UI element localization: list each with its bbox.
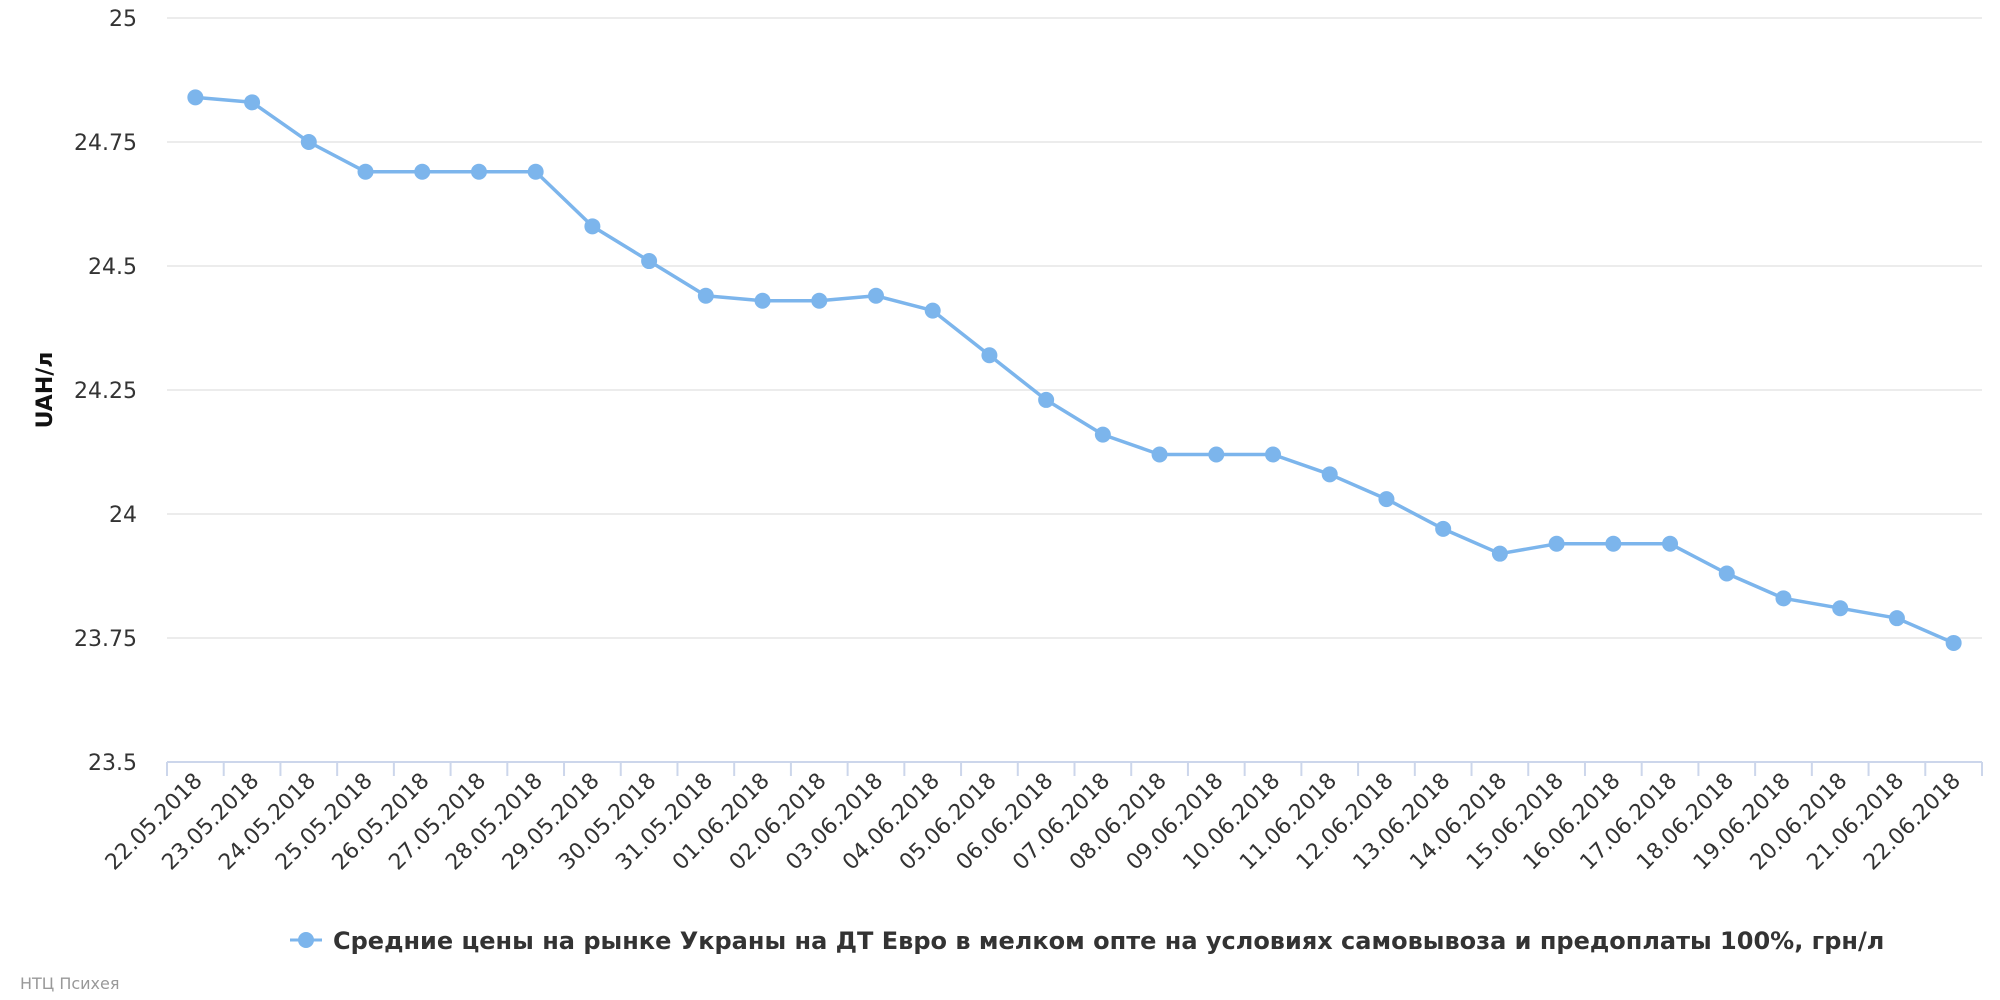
y-tick-label: 23.75 — [74, 627, 137, 652]
data-point[interactable] — [924, 302, 941, 319]
data-point[interactable] — [584, 218, 601, 235]
x-axis — [166, 761, 1983, 776]
data-point[interactable] — [187, 89, 204, 106]
data-point[interactable] — [1888, 610, 1905, 627]
data-point[interactable] — [1151, 446, 1168, 463]
data-point[interactable] — [1435, 520, 1452, 537]
data-point[interactable] — [300, 134, 317, 150]
data-point[interactable] — [527, 163, 544, 180]
series-line — [195, 95, 1955, 645]
data-point[interactable] — [641, 253, 658, 270]
y-axis-label: UAH/л — [33, 352, 58, 429]
legend-entry: Средние цены на рынке Украны на ДТ Евро … — [333, 927, 1884, 955]
y-tick-label: 24.25 — [74, 379, 137, 404]
data-point[interactable] — [1605, 535, 1622, 552]
data-point[interactable] — [1038, 391, 1055, 408]
data-point[interactable] — [414, 163, 431, 180]
y-tick-label: 23.5 — [88, 751, 137, 776]
x-axis-ticks: 22.05.201823.05.201824.05.201825.05.2018… — [101, 769, 1966, 876]
data-point[interactable] — [1945, 634, 1962, 651]
data-point[interactable] — [1491, 545, 1508, 562]
data-point[interactable] — [697, 287, 714, 304]
x-tick-label: 22.05.2018 — [101, 769, 208, 876]
data-point[interactable] — [1378, 491, 1395, 508]
data-point[interactable] — [470, 163, 487, 180]
data-point[interactable] — [1265, 446, 1282, 463]
data-point[interactable] — [754, 292, 771, 309]
data-point[interactable] — [1775, 590, 1792, 607]
data-point[interactable] — [811, 292, 828, 309]
data-point[interactable] — [981, 347, 998, 364]
data-point[interactable] — [1548, 535, 1565, 552]
data-point[interactable] — [357, 163, 374, 180]
data-point[interactable] — [1718, 565, 1735, 582]
data-point[interactable] — [1094, 426, 1111, 443]
legend[interactable]: Средние цены на рынке Украны на ДТ Евро … — [290, 927, 1884, 955]
y-tick-label: 24.5 — [88, 255, 137, 280]
y-tick-label: 25 — [109, 7, 137, 32]
credit-text[interactable]: НТЦ Психея — [20, 974, 120, 993]
data-point[interactable] — [244, 94, 261, 111]
series-group — [187, 89, 1962, 651]
y-tick-label: 24 — [109, 503, 137, 528]
data-point[interactable] — [1321, 466, 1338, 483]
data-point[interactable] — [1662, 535, 1679, 552]
data-point[interactable] — [1208, 446, 1225, 463]
grid-lines — [167, 17, 1982, 639]
data-point[interactable] — [867, 287, 884, 304]
y-tick-label: 24.75 — [74, 131, 137, 156]
data-point[interactable] — [1832, 600, 1849, 617]
legend-dot-marker — [298, 932, 314, 948]
y-axis-ticks: 23.5 23.75 24 24.25 24.5 24.75 25 — [74, 7, 137, 776]
